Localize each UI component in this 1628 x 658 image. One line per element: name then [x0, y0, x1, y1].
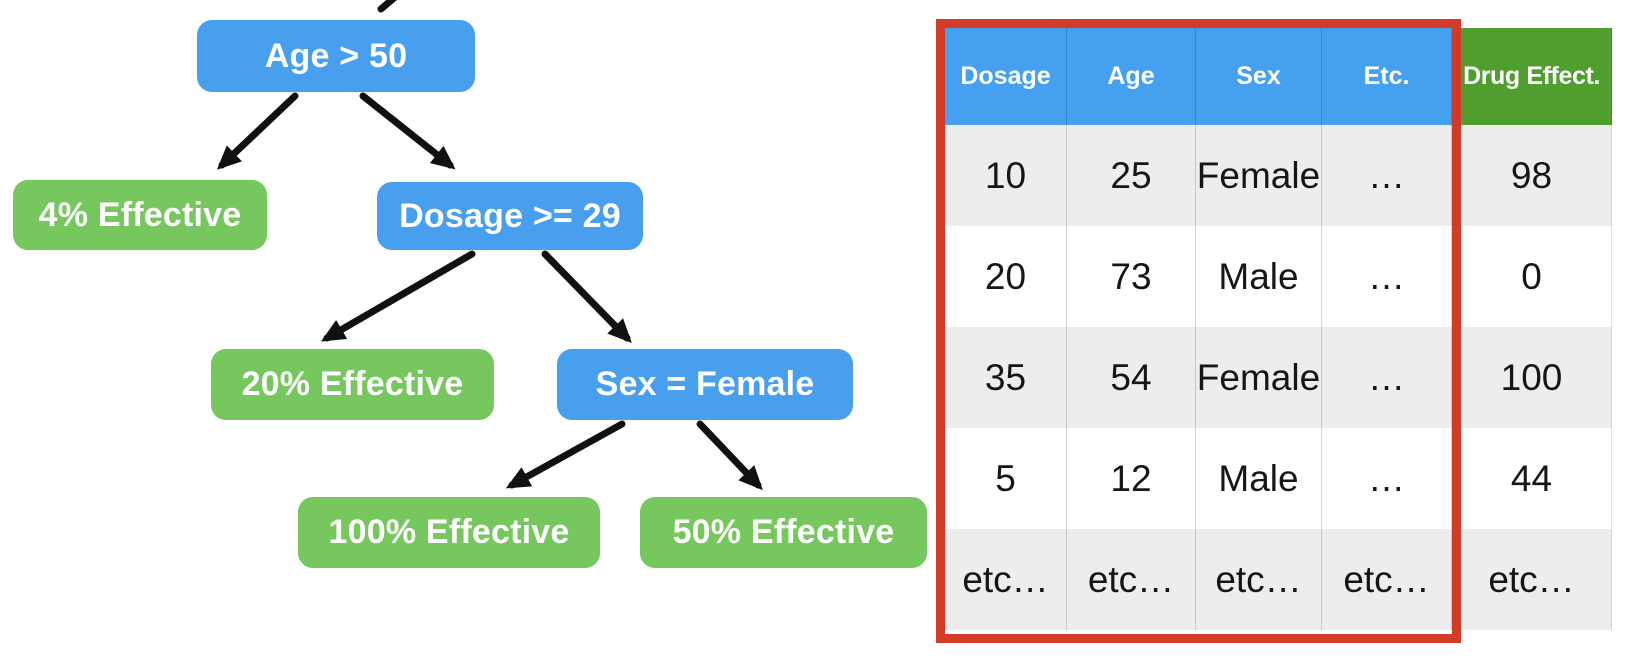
column-header-etc: Etc.	[1322, 28, 1452, 125]
cell-dosage: 35	[945, 327, 1067, 428]
column-header-dosage: Dosage	[945, 28, 1067, 125]
training-data-table: Dosage Age Sex Etc. Drug Effect. 10 25 F…	[945, 28, 1612, 630]
tree-leaf-50pct-effective: 50% Effective	[640, 497, 927, 568]
column-header-sex: Sex	[1196, 28, 1322, 125]
cell-etc: …	[1322, 428, 1452, 529]
tree-leaf-4pct-effective: 4% Effective	[13, 180, 267, 250]
cell-dosage: etc…	[945, 529, 1067, 630]
cell-dosage: 10	[945, 125, 1067, 226]
table-row: etc… etc… etc… etc… etc…	[945, 529, 1612, 630]
cell-age: 73	[1067, 226, 1196, 327]
cell-etc: …	[1322, 327, 1452, 428]
table-header-row: Dosage Age Sex Etc. Drug Effect.	[945, 28, 1612, 125]
cell-drug-effect: 44	[1452, 428, 1612, 529]
tree-leaf-100pct-effective: 100% Effective	[298, 497, 600, 568]
column-header-drug-effect: Drug Effect.	[1452, 28, 1612, 125]
tree-leaf-20pct-effective: 20% Effective	[211, 349, 494, 420]
cell-age: 54	[1067, 327, 1196, 428]
edge-age-to-dosage-arrow	[359, 92, 456, 170]
cell-dosage: 5	[945, 428, 1067, 529]
column-header-age: Age	[1067, 28, 1196, 125]
cell-drug-effect: 0	[1452, 226, 1612, 327]
cell-etc: etc…	[1322, 529, 1452, 630]
cell-sex: Male	[1196, 428, 1322, 529]
table-row: 35 54 Female … 100	[945, 327, 1612, 428]
cell-drug-effect: etc…	[1452, 529, 1612, 630]
cell-sex: Female	[1196, 327, 1322, 428]
edge-sex-to-50pct-arrow	[696, 420, 763, 491]
cell-sex: Male	[1196, 226, 1322, 327]
tree-edges-svg	[216, 0, 763, 491]
table-row: 20 73 Male … 0	[945, 226, 1612, 327]
cell-etc: …	[1322, 226, 1452, 327]
cell-age: 25	[1067, 125, 1196, 226]
tree-node-age-gt-50: Age > 50	[197, 20, 475, 92]
cell-age: 12	[1067, 428, 1196, 529]
cell-age: etc…	[1067, 529, 1196, 630]
edge-sex-to-100pct-arrow	[505, 420, 626, 489]
cell-drug-effect: 100	[1452, 327, 1612, 428]
cell-sex: etc…	[1196, 529, 1322, 630]
edge-dosage-to-20pct-arrow	[320, 250, 476, 342]
cutoff-arrow-fragment	[377, 0, 397, 13]
cell-dosage: 20	[945, 226, 1067, 327]
cell-etc: …	[1322, 125, 1452, 226]
edge-age-to-4pct-arrow	[216, 92, 299, 170]
edge-dosage-to-sex-arrow	[541, 250, 632, 344]
table-row: 10 25 Female … 98	[945, 125, 1612, 226]
cell-drug-effect: 98	[1452, 125, 1612, 226]
tree-node-dosage-ge-29: Dosage >= 29	[377, 182, 643, 250]
tree-node-sex-eq-female: Sex = Female	[557, 349, 853, 420]
table-row: 5 12 Male … 44	[945, 428, 1612, 529]
cell-sex: Female	[1196, 125, 1322, 226]
